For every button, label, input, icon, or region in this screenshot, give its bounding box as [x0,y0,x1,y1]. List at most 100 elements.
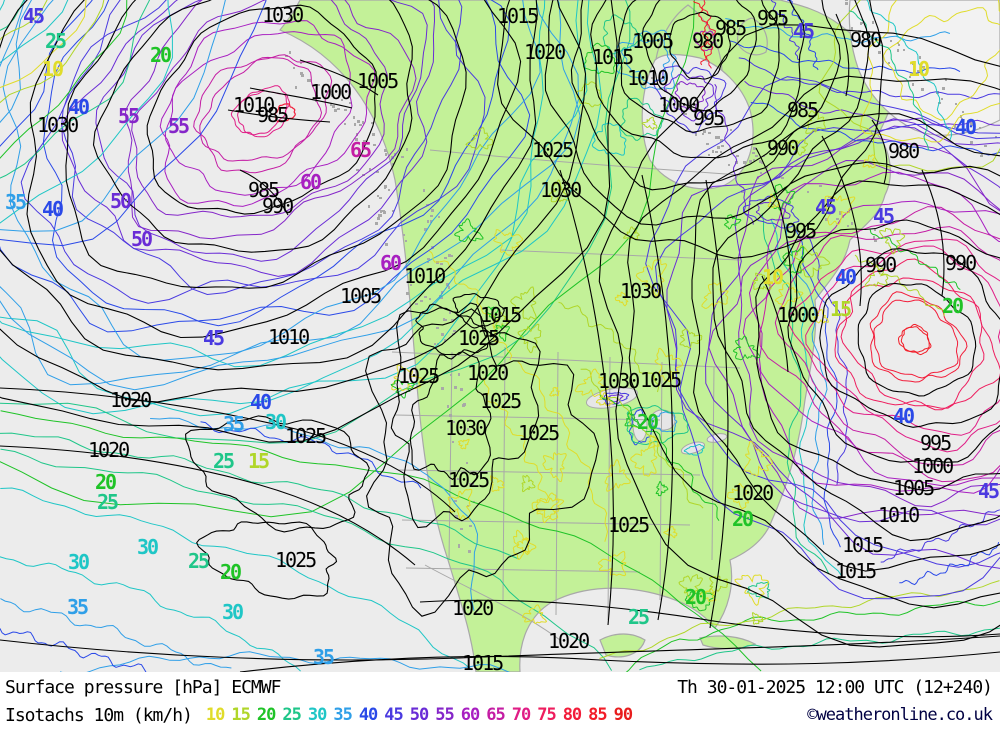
terrain-speckle [467,428,469,431]
pressure-label: 1025 [608,513,649,537]
isotach-label: 30 [222,600,243,624]
contour-line [391,364,425,392]
contour-line [185,415,370,533]
terrain-speckle [909,76,911,78]
terrain-speckle [371,122,374,124]
terrain-speckle [708,154,710,156]
terrain-speckle [736,155,739,157]
terrain-speckle [454,500,457,502]
terrain-speckle [441,387,444,390]
contour-line [0,0,587,403]
contour-line [0,487,473,671]
contour-line [452,293,505,329]
pressure-label: 995 [693,106,724,130]
terrain-speckle [358,152,360,155]
isotach-label: 40 [835,265,856,289]
terrain-speckle [851,27,853,30]
contour-line [409,351,492,481]
contour-line [714,83,754,225]
contour-line [899,541,1000,586]
terrain-speckle [720,151,722,153]
isotach-label: 35 [5,190,26,214]
isotach-label: 55 [118,104,139,128]
pressure-label: 985 [715,16,746,40]
terrain-speckle [383,211,386,214]
landmass [699,635,757,650]
terrain-speckle [871,35,873,38]
terrain-speckle [341,99,343,101]
terrain-speckle [912,62,915,65]
contour-line [200,421,422,489]
terrain-speckle [460,528,463,530]
terrain-speckle [447,405,449,408]
pressure-label: 1020 [732,481,773,505]
terrain-speckle [449,311,451,314]
isotach-label: 45 [793,19,814,43]
caption-row-1: Surface pressure [hPa] ECMWF Th 30-01-20… [0,674,1000,700]
contour-line [517,361,609,542]
terrain-speckle [839,211,842,214]
contour-line [493,229,524,257]
contour-line [574,368,608,398]
pressure-label: 1020 [524,40,565,64]
terrain-speckle [712,150,714,153]
terrain-speckle [377,217,380,220]
terrain-speckle [385,153,387,156]
contour-line [0,635,1000,661]
terrain-speckle [392,163,394,165]
pressure-label: 1010 [878,503,919,527]
contour-line [0,0,105,104]
isotach-label: 35 [313,645,334,669]
pressure-label: 1015 [842,533,883,557]
contour-line [729,40,961,75]
terrain-speckle [309,79,311,82]
isotach-scale-value: 75 [537,704,557,725]
isotach-label: 10 [762,265,783,289]
terrain-speckle [440,296,443,299]
contour-line [787,0,819,71]
isotach-label: 10 [42,57,63,81]
isotach-scale-value: 35 [333,704,353,725]
terrain-speckle [300,62,302,64]
pressure-label: 1020 [88,438,129,462]
contour-line [628,408,653,446]
contour-line [813,308,829,324]
terrain-speckle [752,152,755,154]
terrain-speckle [703,130,706,133]
terrain-speckle [897,49,899,52]
contour-line [146,4,377,215]
pressure-label: 995 [785,219,816,243]
terrain-speckle [845,2,848,5]
terrain-speckle [293,67,295,69]
terrain-speckle [295,86,297,89]
contour-line [489,475,505,492]
isotach-label: 10 [908,57,929,81]
contour-line [95,0,428,262]
terrain-speckle [434,343,436,345]
isotach-scale-value: 90 [613,704,634,725]
landmass [641,53,754,190]
contour-line [679,328,703,349]
contour-line [921,169,945,297]
contour-line [531,492,560,524]
terrain-speckle [436,261,439,264]
contour-line [748,200,1000,487]
isotach-label: 30 [137,535,158,559]
terrain-speckle [741,190,744,193]
pressure-label: 1015 [835,559,876,583]
contour-line [453,218,484,243]
terrain-speckle [706,143,709,145]
contour-line [0,0,603,415]
contour-line [897,323,932,356]
contour-line [857,282,977,397]
contour-line [900,326,930,353]
terrain-speckle [406,148,408,151]
pressure-label: 985 [248,178,279,202]
contour-line [0,0,580,391]
surface-pressure-label: Surface pressure [hPa] ECMWF [5,676,281,698]
isotach-label: 45 [23,4,44,28]
contour-line [196,521,338,600]
contour-line [627,75,1000,609]
contour-line [882,7,1000,121]
contour-line [576,81,604,108]
